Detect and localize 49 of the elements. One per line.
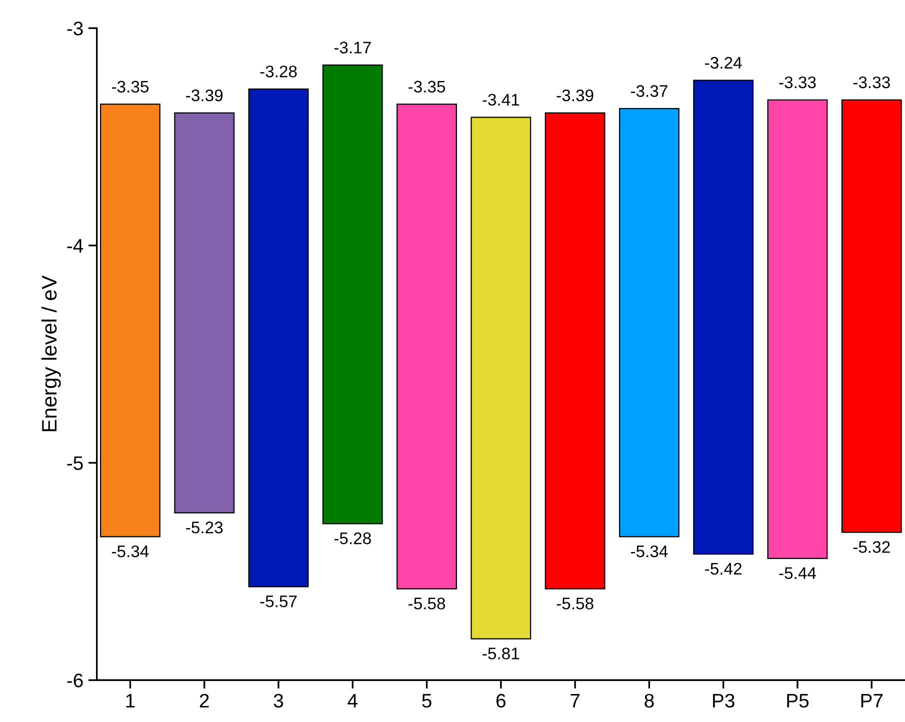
x-tick-label: P7 <box>861 694 883 708</box>
bar <box>248 88 309 588</box>
annotation: -3.41 <box>482 94 520 106</box>
x-tick-label: 8 <box>644 694 654 708</box>
x-tick-label: 4 <box>348 694 358 708</box>
annotation: -3.33 <box>779 76 816 88</box>
annotation: -3.35 <box>112 80 148 93</box>
annotation: -5.81 <box>482 648 520 660</box>
annotation: -5.42 <box>705 562 742 575</box>
annotation: -5.32 <box>853 541 890 553</box>
x-tick-label: 7 <box>570 694 580 708</box>
bar <box>693 80 754 555</box>
annotation: -5.34 <box>630 545 668 558</box>
annotation: -5.34 <box>112 545 149 558</box>
annotation: -3.28 <box>260 66 297 78</box>
x-tick-label: 3 <box>274 694 284 708</box>
annotation: -5.23 <box>186 522 223 534</box>
y-tick-label: -6 <box>67 674 83 688</box>
annotation: -3.39 <box>186 89 223 102</box>
bar <box>100 104 160 538</box>
x-tick-label: 2 <box>200 694 209 708</box>
bar <box>396 104 457 590</box>
bar <box>841 99 902 533</box>
bar <box>618 108 680 538</box>
annotation: -5.58 <box>556 598 594 610</box>
annotation: -5.28 <box>334 532 371 544</box>
annotation: -5.44 <box>779 567 816 579</box>
annotation: -3.33 <box>853 76 890 88</box>
x-tick-label: 1 <box>126 694 135 708</box>
annotation: -3.24 <box>705 56 742 69</box>
annotation: -3.39 <box>556 89 594 102</box>
annotation: -5.57 <box>260 596 297 608</box>
y-tick-label: -5 <box>67 456 83 470</box>
y-tick-label: -4 <box>67 239 84 253</box>
x-tick-label: 6 <box>496 694 506 708</box>
annotation: -3.37 <box>630 85 668 97</box>
x-tick-label: P5 <box>787 694 809 708</box>
bar <box>544 112 606 590</box>
bar <box>767 99 828 559</box>
annotation: -3.35 <box>408 80 446 93</box>
x-tick-label: 5 <box>422 694 432 708</box>
bar <box>174 112 235 514</box>
y-tick-label: -3 <box>67 22 83 36</box>
y-axis-title: Energy level / eV <box>41 275 61 432</box>
bar <box>470 116 532 640</box>
x-tick-label: P3 <box>713 694 734 708</box>
bar <box>322 64 383 524</box>
annotation: -3.17 <box>334 42 371 54</box>
annotation: -5.58 <box>408 598 446 610</box>
